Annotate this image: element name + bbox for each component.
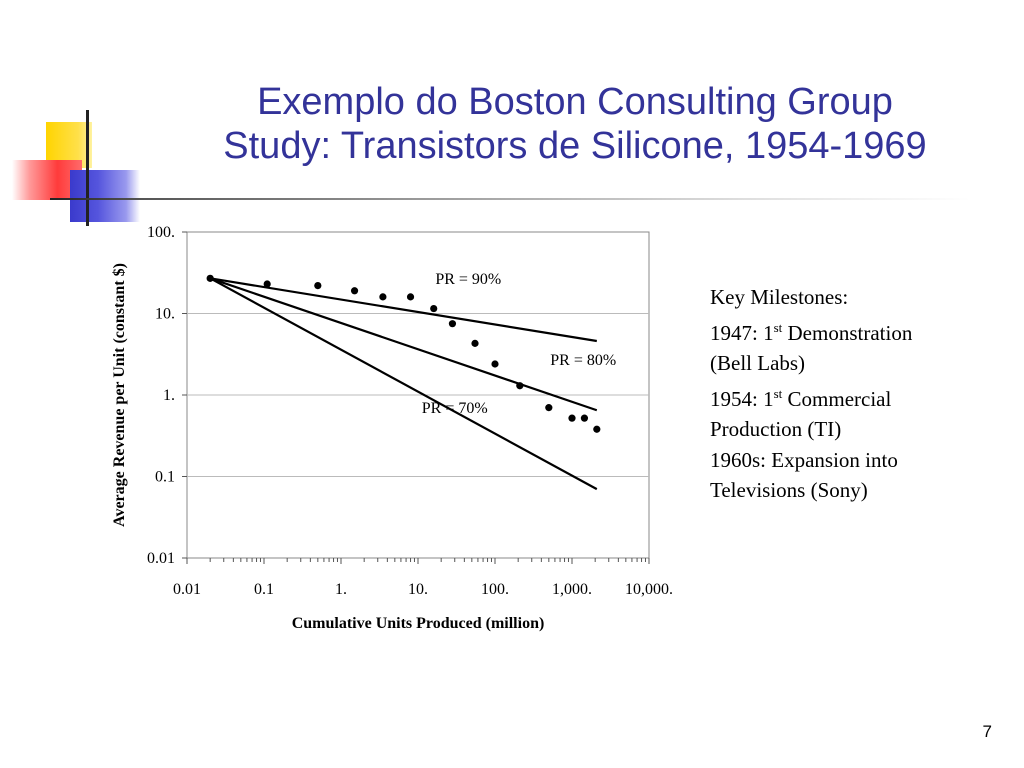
series-line <box>210 277 597 343</box>
y-tick-label: 0.01 <box>147 550 175 567</box>
data-point <box>263 280 271 288</box>
data-points <box>206 274 601 433</box>
milestones-heading: Key Milestones: <box>710 285 849 309</box>
title-underline-divider <box>50 198 970 200</box>
series-labels: PR = 90% PR = 80% PR = 70% <box>422 271 616 417</box>
x-tick-label: 10. <box>408 581 428 598</box>
data-point <box>516 382 524 390</box>
milestone-1954-suffix: Commercial <box>782 386 892 411</box>
y-axis-label: Average Revenue per Unit (constant $) <box>111 263 128 527</box>
data-point <box>471 339 479 347</box>
data-point <box>430 304 438 313</box>
milestone-1947: 1947: 1st Demonstration <box>710 313 1010 349</box>
data-point <box>406 293 415 301</box>
data-point <box>314 281 322 290</box>
x-tick-label: 10,000. <box>625 581 673 598</box>
milestone-1954-sup: st <box>773 385 783 401</box>
logo-blue-square <box>70 170 140 222</box>
y-tick-label: 0.1 <box>155 469 175 486</box>
milestone-1947-sup: st <box>773 319 783 335</box>
milestone-1954-prefix: 1954: 1 <box>710 386 774 411</box>
series-label: PR = 80% <box>550 352 616 369</box>
key-milestones: Key Milestones: 1947: 1st Demonstration … <box>710 282 1010 506</box>
title-line-1: Exemplo do Boston Consulting Group <box>257 81 893 123</box>
milestone-1947-detail: (Bell Labs) <box>710 351 806 375</box>
x-tick-labels: 0.01 0.1 1. 10. 100. 1,000. 10,000. <box>173 581 673 598</box>
data-point <box>491 360 499 368</box>
series-lines <box>209 277 598 491</box>
x-minor-ticks <box>182 231 650 564</box>
milestone-1960s: 1960s: Expansion into <box>710 447 898 472</box>
y-tick-label: 1. <box>163 387 175 404</box>
data-point <box>379 293 387 301</box>
series-label: PR = 90% <box>435 271 501 288</box>
data-point <box>350 287 359 295</box>
x-tick-label: 1,000. <box>552 581 592 598</box>
data-point <box>580 414 589 422</box>
milestone-1954: 1954: 1st Commercial <box>710 379 1010 415</box>
milestone-1947-suffix: Demonstration <box>782 320 913 345</box>
milestone-1960s-detail: Televisions (Sony) <box>710 478 868 502</box>
slide-title: Exemplo do Boston Consulting Group Study… <box>140 80 1010 168</box>
x-tick-label: 0.1 <box>254 581 274 598</box>
y-tick-labels: 0.01 0.1 1. 10. 100. <box>147 224 175 567</box>
milestone-1954-detail: Production (TI) <box>710 417 842 441</box>
x-axis-label: Cumulative Units Produced (million) <box>292 615 545 632</box>
x-tick-label: 100. <box>481 581 509 598</box>
series-line <box>209 277 598 412</box>
data-point <box>593 425 601 433</box>
title-line-2: Study: Transistors de Silicone, 1954-196… <box>223 125 927 167</box>
x-tick-label: 1. <box>335 581 347 598</box>
data-point <box>206 274 214 282</box>
series-line <box>209 277 598 491</box>
data-point <box>448 320 457 328</box>
logo-vertical-line <box>86 110 89 226</box>
page-number: 7 <box>982 722 992 741</box>
data-point <box>545 404 553 412</box>
y-tick-label: 100. <box>147 224 175 241</box>
y-tick-label: 10. <box>155 306 175 323</box>
series-label: PR = 70% <box>422 400 488 417</box>
x-tick-label: 0.01 <box>173 581 201 598</box>
data-point <box>568 414 576 422</box>
milestone-1947-prefix: 1947: 1 <box>710 320 774 345</box>
